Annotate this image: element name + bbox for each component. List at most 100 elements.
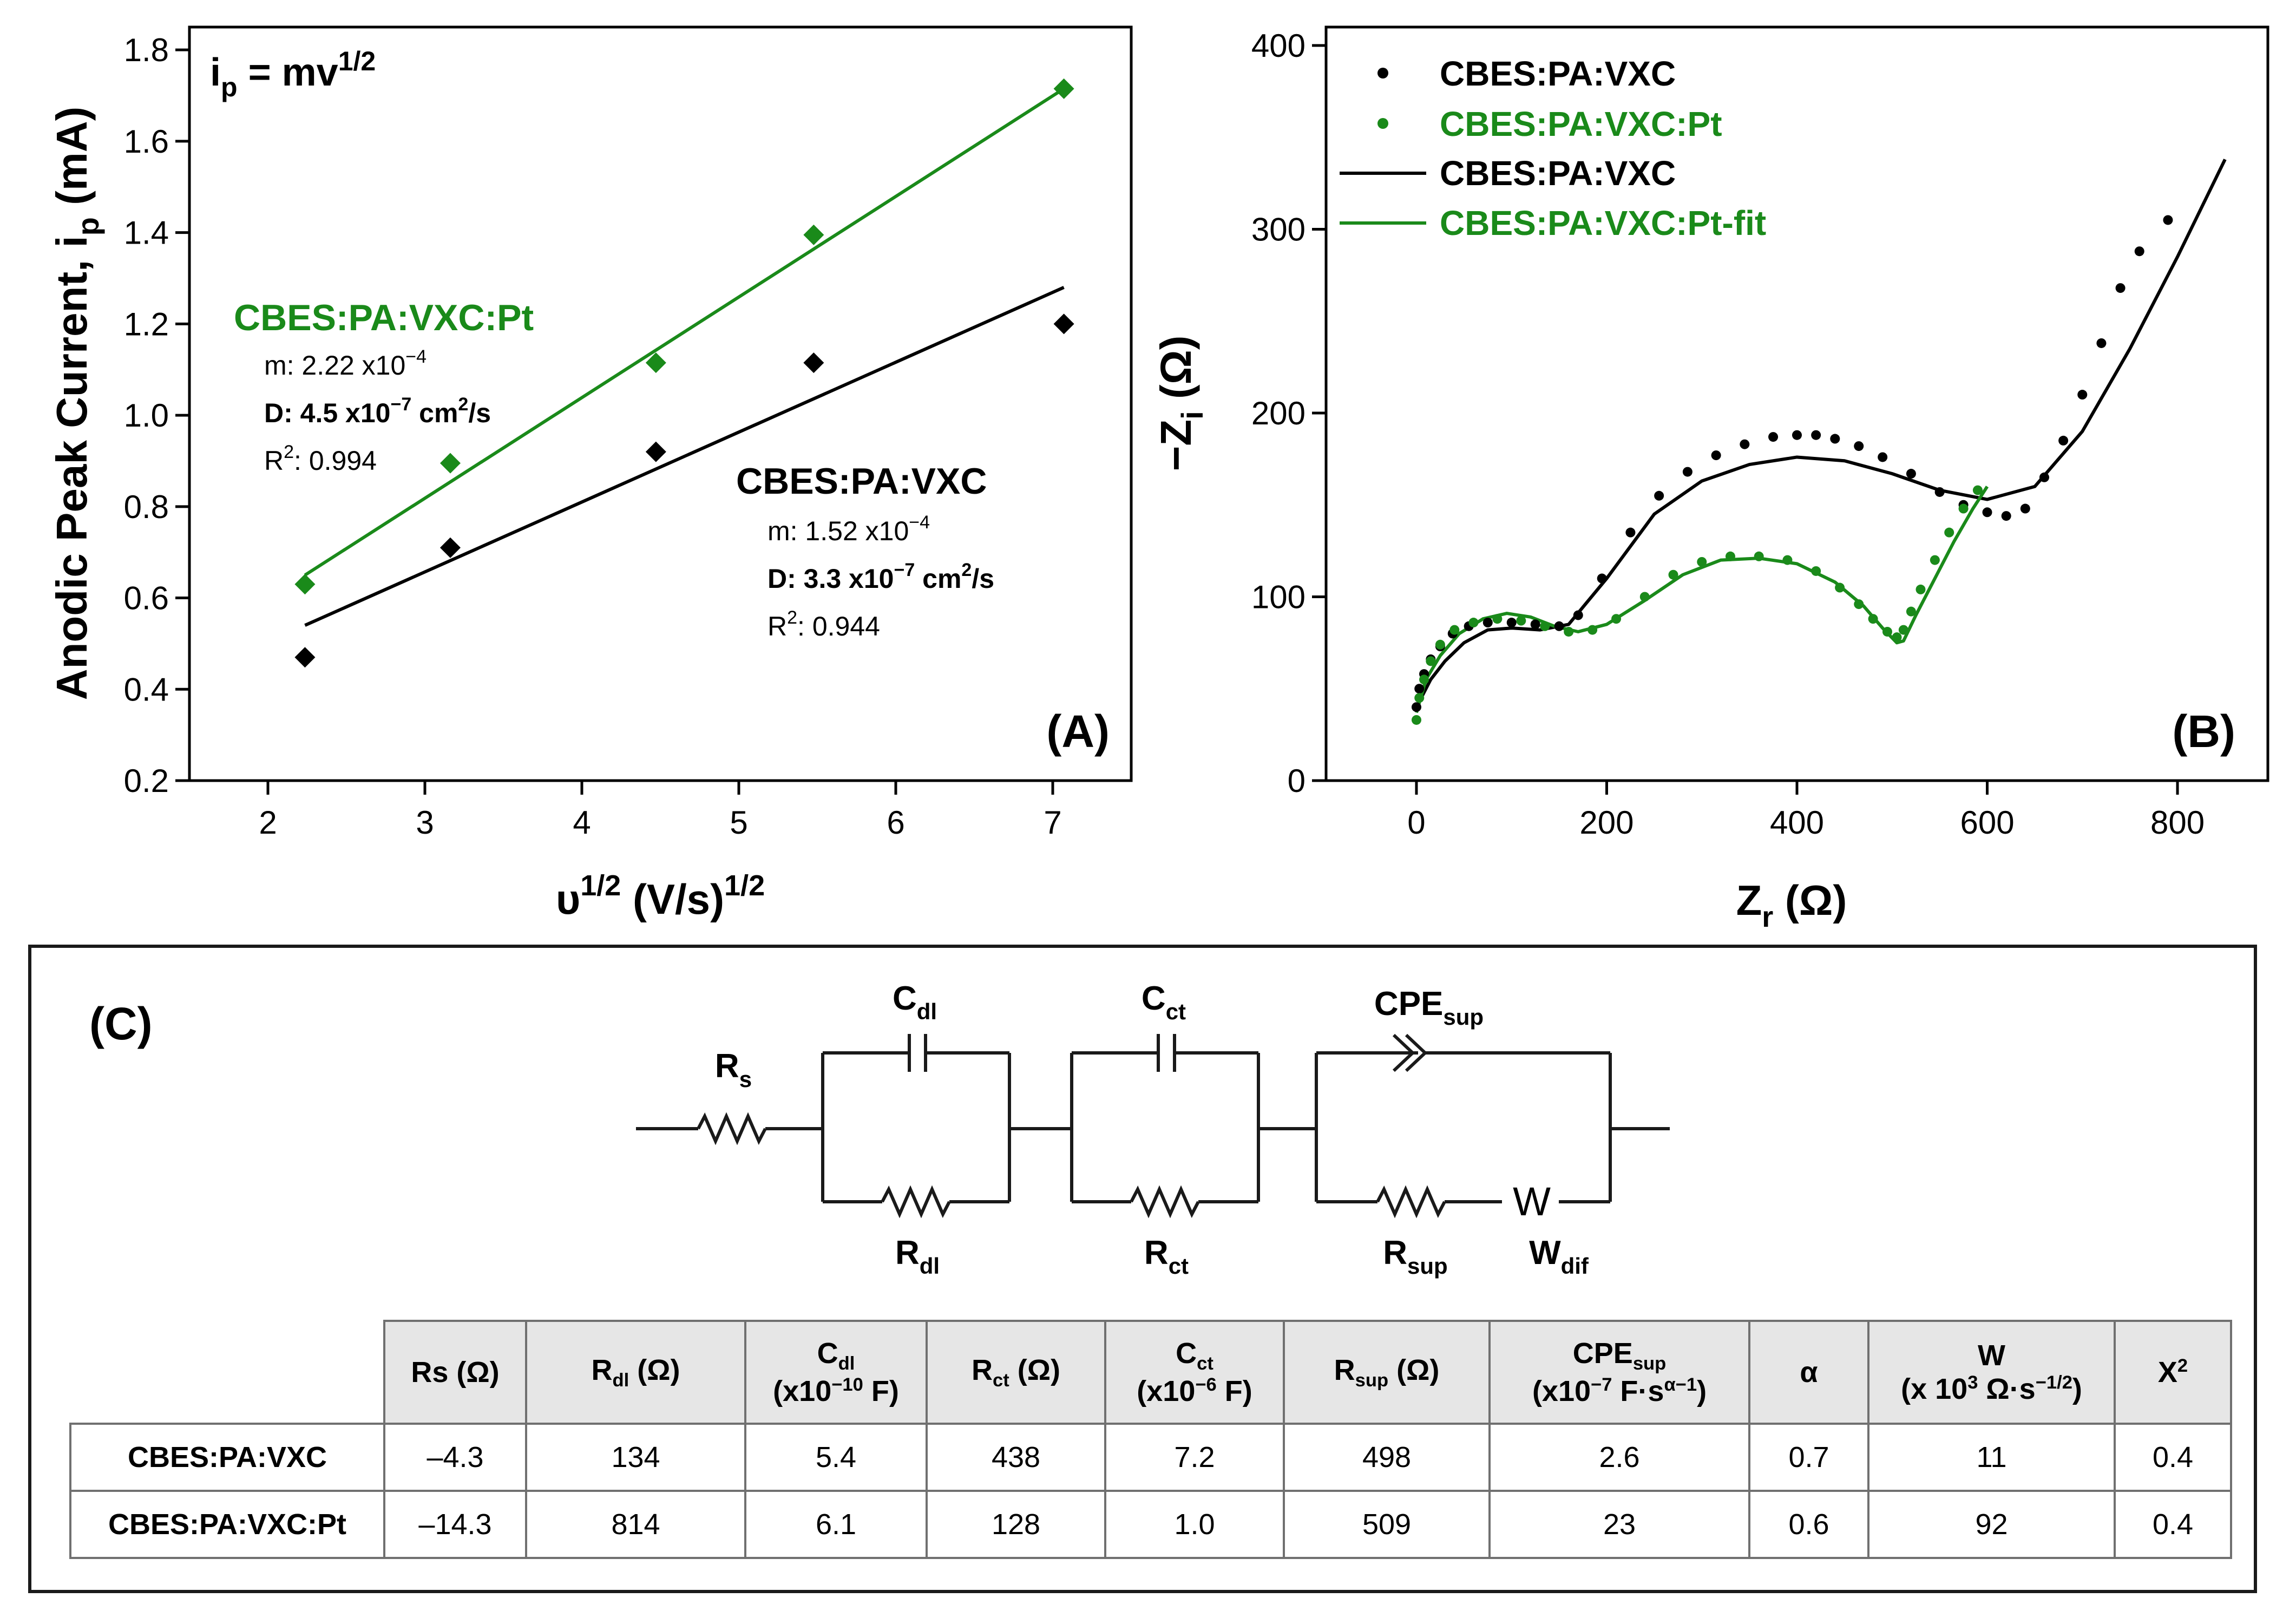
data-point-vxc bbox=[1482, 618, 1493, 628]
panel-a-ytick-label: 0.8 bbox=[124, 489, 169, 525]
data-point-vxc bbox=[2096, 338, 2107, 348]
data-point-vxc bbox=[1506, 618, 1517, 628]
data-point-pt bbox=[1639, 592, 1650, 602]
data-point-vxc bbox=[2115, 283, 2126, 293]
panel-b-xtick-label: 200 bbox=[1579, 804, 1634, 841]
data-point-pt bbox=[1906, 606, 1916, 617]
table-cell: 134 bbox=[525, 1423, 746, 1492]
table-row: CBES:PA:VXC –4.3 134 5.4 438 7.2 498 2.6… bbox=[69, 1423, 2232, 1492]
data-point-vxc bbox=[1768, 432, 1779, 442]
table-cell: 0.6 bbox=[1748, 1490, 1869, 1559]
data-point-pt bbox=[1449, 625, 1460, 635]
data-point-pt bbox=[1854, 599, 1864, 610]
header-rct: Rct (Ω) bbox=[926, 1320, 1106, 1425]
data-point-vxc bbox=[1597, 573, 1607, 584]
panel-b-xlabel: Zr (Ω) bbox=[1736, 876, 1847, 933]
table-cell: 128 bbox=[926, 1490, 1106, 1559]
panel-a-ytick-label: 1.6 bbox=[124, 123, 169, 160]
data-point-vxc bbox=[2020, 503, 2030, 514]
header-w: W (x 103 Ω·s−1/2) bbox=[1867, 1320, 2116, 1425]
data-point-pt bbox=[1587, 625, 1598, 635]
annotation-r2-pt: R2: 0.994 bbox=[264, 442, 377, 476]
panel-a-ytick-label: 1.0 bbox=[124, 397, 169, 434]
label-rct: Rct bbox=[1144, 1234, 1189, 1279]
annotation-d-pt: D: 4.5 x10−7 cm2/s bbox=[264, 394, 491, 428]
equivalent-circuit bbox=[636, 1033, 1670, 1219]
panel-c: (C) bbox=[89, 980, 1670, 1279]
data-point-pt bbox=[1053, 78, 1074, 99]
table-row: CBES:PA:VXC:Pt –14.3 814 6.1 128 1.0 509… bbox=[69, 1490, 2232, 1559]
header-alpha: α bbox=[1748, 1320, 1869, 1425]
table-cell: 438 bbox=[926, 1423, 1106, 1492]
panel-b-legend: CBES:PA:VXC CBES:PA:VXC:Pt CBES:PA:VXC C… bbox=[1340, 54, 1766, 243]
header-rsup: Rsup (Ω) bbox=[1283, 1320, 1491, 1425]
data-point-pt bbox=[1898, 625, 1908, 635]
data-point-pt bbox=[1835, 582, 1845, 593]
label-rsup: Rsup bbox=[1383, 1234, 1447, 1279]
table-cell: 814 bbox=[525, 1490, 746, 1559]
data-point-vxc bbox=[2163, 215, 2173, 225]
legend-marker-pt bbox=[1377, 118, 1388, 129]
legend-text-pt-fit: CBES:PA:VXC:Pt-fit bbox=[1440, 204, 1766, 243]
data-point-vxc bbox=[1830, 434, 1840, 444]
series-line-vxc-fit bbox=[1420, 159, 2227, 699]
annotation-title-vxc: CBES:PA:VXC bbox=[736, 461, 987, 502]
data-point-vxc bbox=[645, 441, 666, 462]
panel-a-label: (A) bbox=[1046, 706, 1110, 757]
data-point-vxc bbox=[439, 537, 461, 558]
table-cell: 0.4 bbox=[2114, 1490, 2232, 1559]
label-rs: Rs bbox=[715, 1047, 752, 1092]
data-point-pt bbox=[439, 453, 461, 474]
panel-c-label: (C) bbox=[89, 998, 153, 1049]
header-rs: Rs (Ω) bbox=[383, 1320, 527, 1425]
table-cell: 1.0 bbox=[1104, 1490, 1285, 1559]
panel-b-fit-lines bbox=[1415, 159, 2227, 713]
cpe-symbol bbox=[1392, 1033, 1415, 1072]
data-point-vxc bbox=[1811, 430, 1821, 440]
data-point-pt bbox=[1697, 556, 1707, 567]
data-point-pt bbox=[1411, 715, 1421, 725]
data-point-vxc bbox=[1878, 452, 1888, 462]
data-point-pt bbox=[294, 574, 316, 595]
data-point-pt bbox=[1426, 656, 1436, 666]
fit-line-pt bbox=[304, 87, 1065, 577]
parameter-table: Rs (Ω) Rdl (Ω) Cdl (x10−10 F) Rct (Ω) Cct… bbox=[69, 1320, 2232, 1559]
data-point-vxc bbox=[2001, 511, 2011, 521]
table-cell: 23 bbox=[1488, 1490, 1750, 1559]
data-point-vxc bbox=[1530, 619, 1540, 630]
panel-a-ytick-label: 1.8 bbox=[124, 32, 169, 68]
data-point-vxc bbox=[2058, 435, 2069, 446]
table-cell: –4.3 bbox=[383, 1423, 527, 1492]
panel-b-ytick-label: 400 bbox=[1251, 28, 1306, 64]
resistor-rct bbox=[1130, 1185, 1200, 1219]
row-label: CBES:PA:VXC:Pt bbox=[69, 1490, 385, 1559]
panel-a-xtick-label: 5 bbox=[730, 804, 747, 841]
panel-b-xtick-label: 600 bbox=[1960, 804, 2014, 841]
resistor-rdl bbox=[881, 1185, 951, 1219]
data-point-pt bbox=[1419, 674, 1429, 685]
table-cell: 0.4 bbox=[2114, 1423, 2232, 1492]
data-point-vxc bbox=[1625, 527, 1636, 538]
panel-a-xtick-label: 3 bbox=[416, 804, 434, 841]
series-line-pt-fit bbox=[1415, 486, 1989, 713]
data-point-pt bbox=[1611, 614, 1622, 624]
header-blank bbox=[69, 1320, 385, 1425]
data-point-vxc bbox=[2077, 390, 2088, 400]
legend-text-vxc-fit: CBES:PA:VXC bbox=[1440, 154, 1676, 193]
data-point-vxc bbox=[1053, 313, 1074, 335]
panel-a-ticks: 2 3 4 5 6 7 0.2 0.4 0.6 0.8 1.0 1.2 1.4 1.6 1.8 bbox=[124, 32, 1062, 841]
fit-line-vxc bbox=[304, 286, 1065, 627]
table-cell: 11 bbox=[1867, 1423, 2116, 1492]
data-point-vxc bbox=[1792, 430, 1802, 440]
data-point-vxc bbox=[1854, 441, 1864, 451]
data-point-pt bbox=[1516, 615, 1526, 626]
panel-a-xtick-label: 2 bbox=[259, 804, 277, 841]
panel-a-ytick-label: 0.6 bbox=[124, 580, 169, 617]
panel-b-points bbox=[1411, 215, 2173, 725]
panel-b-ytick-label: 100 bbox=[1251, 579, 1306, 615]
annotation-r2-vxc: R2: 0.944 bbox=[767, 607, 880, 641]
data-point-pt bbox=[1414, 693, 1425, 703]
panel-a-points bbox=[294, 78, 1074, 668]
panel-a-xtick-label: 4 bbox=[573, 804, 591, 841]
row-label: CBES:PA:VXC bbox=[69, 1423, 385, 1492]
